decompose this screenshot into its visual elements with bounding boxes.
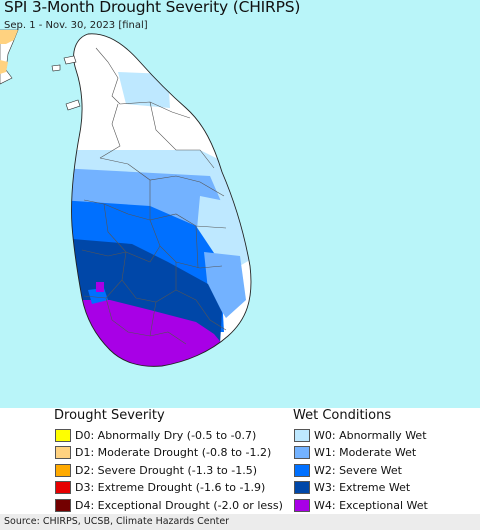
d4-label: D4: Exceptional Drought (-2.0 or less): [75, 498, 283, 512]
w0-label: W0: Abnormally Wet: [314, 428, 427, 442]
legend-item-w3: W3: Extreme Wet: [294, 480, 428, 496]
legend-item-d4: D4: Exceptional Drought (-2.0 or less): [55, 497, 283, 513]
drought-legend: D0: Abnormally Dry (-0.5 to -0.7) D1: Mo…: [55, 427, 283, 515]
map-panel: SPI 3-Month Drought Severity (CHIRPS) Se…: [0, 0, 480, 408]
d0-swatch: [55, 428, 71, 442]
northern-island: [63, 55, 77, 65]
legend-item-d0: D0: Abnormally Dry (-0.5 to -0.7): [55, 427, 283, 443]
legend-item-d1: D1: Moderate Drought (-0.8 to -1.2): [55, 445, 283, 461]
w1-east-patch: [204, 252, 246, 318]
sri-lanka-map: [0, 29, 252, 367]
d2-label: D2: Severe Drought (-1.3 to -1.5): [75, 463, 258, 477]
w1-label: W1: Moderate Wet: [314, 446, 417, 459]
w3-swatch: [294, 481, 310, 494]
drought-legend-heading: Drought Severity: [54, 408, 165, 423]
w0-north-patch: [118, 72, 170, 108]
legend-item-w1: W1: Moderate Wet: [294, 445, 428, 461]
w3-label: W3: Extreme Wet: [314, 481, 411, 494]
d1-label: D1: Moderate Drought (-0.8 to -1.2): [75, 446, 272, 459]
northern-islet: [51, 64, 61, 72]
w4-swatch: [294, 498, 310, 512]
source-credit: Source: CHIRPS, UCSB, Climate Hazards Ce…: [0, 514, 480, 530]
w2-swatch: [294, 463, 310, 477]
w4-label: W4: Exceptional Wet: [314, 498, 428, 512]
legend-item-w2: W2: Severe Wet: [294, 462, 428, 478]
india-dry-patch: [0, 30, 18, 44]
w2-label: W2: Severe Wet: [314, 463, 402, 477]
map-subtitle: Sep. 1 - Nov. 30, 2023 [final]: [4, 20, 148, 31]
w0-swatch: [294, 428, 310, 442]
d3-swatch: [55, 481, 71, 494]
legend-item-d3: D3: Extreme Drought (-1.6 to -1.9): [55, 480, 283, 496]
wet-legend: W0: Abnormally Wet W1: Moderate Wet W2: …: [294, 427, 428, 515]
legend-item-w4: W4: Exceptional Wet: [294, 497, 428, 513]
india-moderate-dry-patch: [0, 60, 8, 74]
d0-label: D0: Abnormally Dry (-0.5 to -0.7): [75, 428, 257, 442]
w1-swatch: [294, 446, 310, 459]
mannar-spit: [65, 99, 81, 111]
legend-item-d2: D2: Severe Drought (-1.3 to -1.5): [55, 462, 283, 478]
d1-swatch: [55, 446, 71, 459]
map-title: SPI 3-Month Drought Severity (CHIRPS): [4, 0, 301, 16]
wet-legend-heading: Wet Conditions: [293, 408, 392, 423]
d3-label: D3: Extreme Drought (-1.6 to -1.9): [75, 481, 266, 494]
district-boundaries: [81, 47, 227, 345]
coastline: [71, 33, 252, 367]
legend-item-w0: W0: Abnormally Wet: [294, 427, 428, 443]
d2-swatch: [55, 463, 71, 477]
w4-speck: [96, 282, 104, 292]
d4-swatch: [55, 498, 71, 512]
spi-overlay: [71, 72, 252, 367]
